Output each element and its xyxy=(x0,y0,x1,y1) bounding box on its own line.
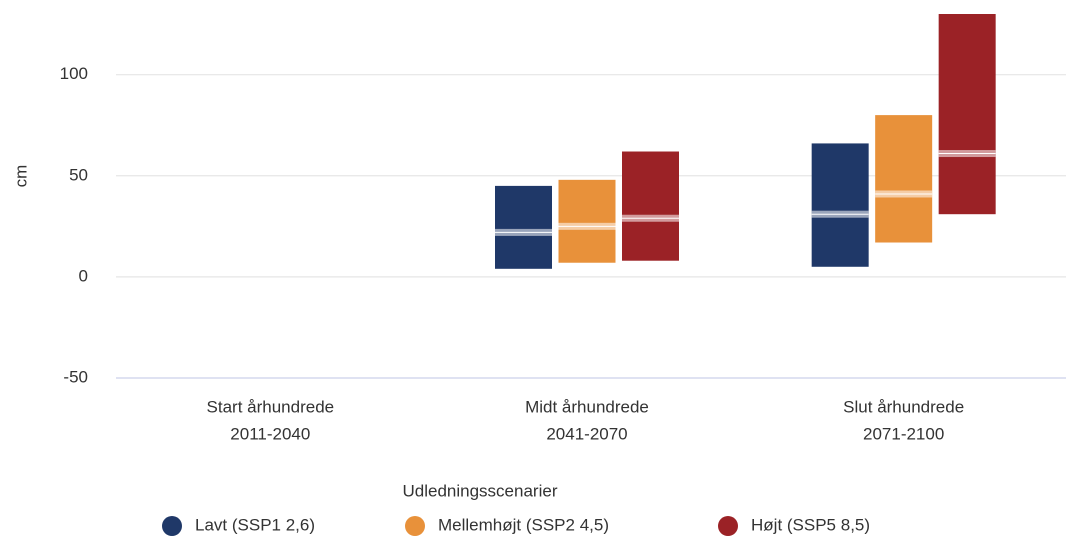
legend-label: Mellemhøjt (SSP2 4,5) xyxy=(438,515,609,534)
legend-marker xyxy=(162,516,182,536)
x-tick-label: 2071-2100 xyxy=(863,424,944,443)
x-tick-label: Start århundrede xyxy=(207,397,335,416)
x-tick-label: 2041-2070 xyxy=(546,424,627,443)
legend-marker xyxy=(405,516,425,536)
legend-label: Højt (SSP5 8,5) xyxy=(751,515,870,534)
legend-marker xyxy=(718,516,738,536)
y-tick-label: 0 xyxy=(79,266,88,285)
x-tick-label: 2011-2040 xyxy=(230,424,310,443)
x-tick-label: Midt århundrede xyxy=(525,397,649,416)
legend-title: Udledningsscenarier xyxy=(403,481,558,500)
y-tick-label: 100 xyxy=(60,64,88,83)
range-bar xyxy=(811,143,869,267)
y-axis-label: cm xyxy=(11,165,30,188)
range-bar xyxy=(875,115,933,243)
range-bar xyxy=(622,151,679,261)
y-tick-label: 50 xyxy=(69,165,88,184)
x-tick-label: Slut århundrede xyxy=(843,397,964,416)
legend-label: Lavt (SSP1 2,6) xyxy=(195,515,315,534)
range-bar xyxy=(495,185,552,269)
range-bar xyxy=(558,179,616,263)
y-tick-label: -50 xyxy=(63,367,88,386)
range-bar xyxy=(938,14,996,215)
